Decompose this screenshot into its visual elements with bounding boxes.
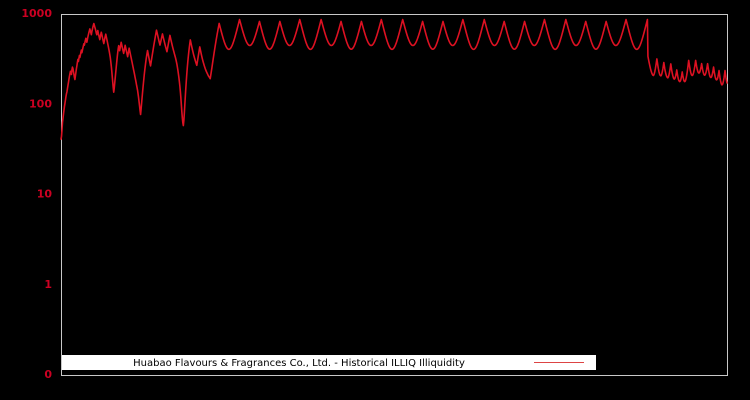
- y-tick-label: 0: [44, 368, 52, 381]
- legend-label: Huabao Flavours & Fragrances Co., Ltd. -…: [133, 358, 465, 369]
- legend-background: [62, 355, 596, 370]
- y-tick-label: 100: [29, 97, 52, 110]
- y-tick-label: 1000: [21, 7, 52, 20]
- chart-legend[interactable]: Huabao Flavours & Fragrances Co., Ltd. -…: [62, 355, 596, 370]
- illiq-series-line[interactable]: [60, 18, 728, 140]
- plot-axis-frame: [61, 14, 728, 376]
- y-tick-label: 10: [37, 188, 53, 201]
- y-tick-label: 1: [44, 278, 52, 291]
- plot-area-background: [61, 14, 727, 375]
